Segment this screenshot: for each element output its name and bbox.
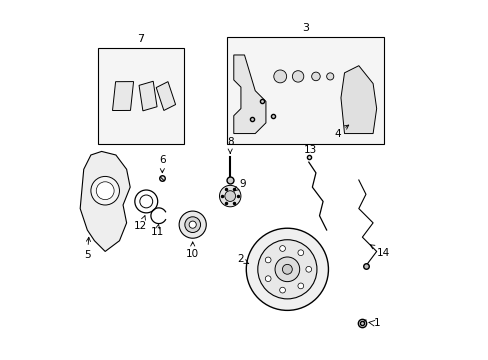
Circle shape — [224, 191, 235, 202]
Circle shape — [189, 221, 196, 228]
Text: 14: 14 — [369, 245, 389, 258]
Polygon shape — [233, 55, 265, 134]
Text: 1: 1 — [373, 318, 379, 328]
Circle shape — [273, 70, 286, 83]
Text: 3: 3 — [301, 23, 308, 33]
Text: 13: 13 — [304, 145, 317, 155]
Circle shape — [311, 72, 320, 81]
Text: 12: 12 — [134, 216, 147, 231]
Text: 4: 4 — [333, 125, 348, 139]
Circle shape — [179, 211, 206, 238]
Circle shape — [265, 276, 270, 282]
Circle shape — [265, 257, 270, 263]
Polygon shape — [139, 81, 157, 111]
Circle shape — [96, 182, 114, 200]
Polygon shape — [112, 82, 133, 111]
Bar — [226, 37, 383, 144]
Circle shape — [305, 266, 311, 272]
Polygon shape — [156, 82, 175, 111]
Circle shape — [297, 250, 303, 256]
Circle shape — [219, 185, 241, 207]
Circle shape — [257, 240, 316, 299]
Text: 9: 9 — [234, 179, 245, 191]
Polygon shape — [80, 152, 130, 251]
Text: 8: 8 — [226, 138, 233, 153]
Bar — [98, 48, 183, 144]
Text: 5: 5 — [84, 237, 90, 260]
Text: 6: 6 — [159, 156, 165, 173]
Polygon shape — [340, 66, 376, 134]
Circle shape — [91, 176, 119, 205]
Circle shape — [297, 283, 303, 289]
Circle shape — [279, 287, 285, 293]
Circle shape — [184, 217, 200, 233]
Circle shape — [282, 264, 292, 274]
Text: 2: 2 — [236, 254, 248, 264]
Circle shape — [326, 73, 333, 80]
Circle shape — [279, 246, 285, 251]
Text: 11: 11 — [150, 224, 163, 237]
Text: 7: 7 — [137, 34, 144, 44]
Circle shape — [246, 228, 328, 310]
Text: 10: 10 — [186, 242, 199, 259]
Circle shape — [292, 71, 303, 82]
Circle shape — [274, 257, 299, 282]
